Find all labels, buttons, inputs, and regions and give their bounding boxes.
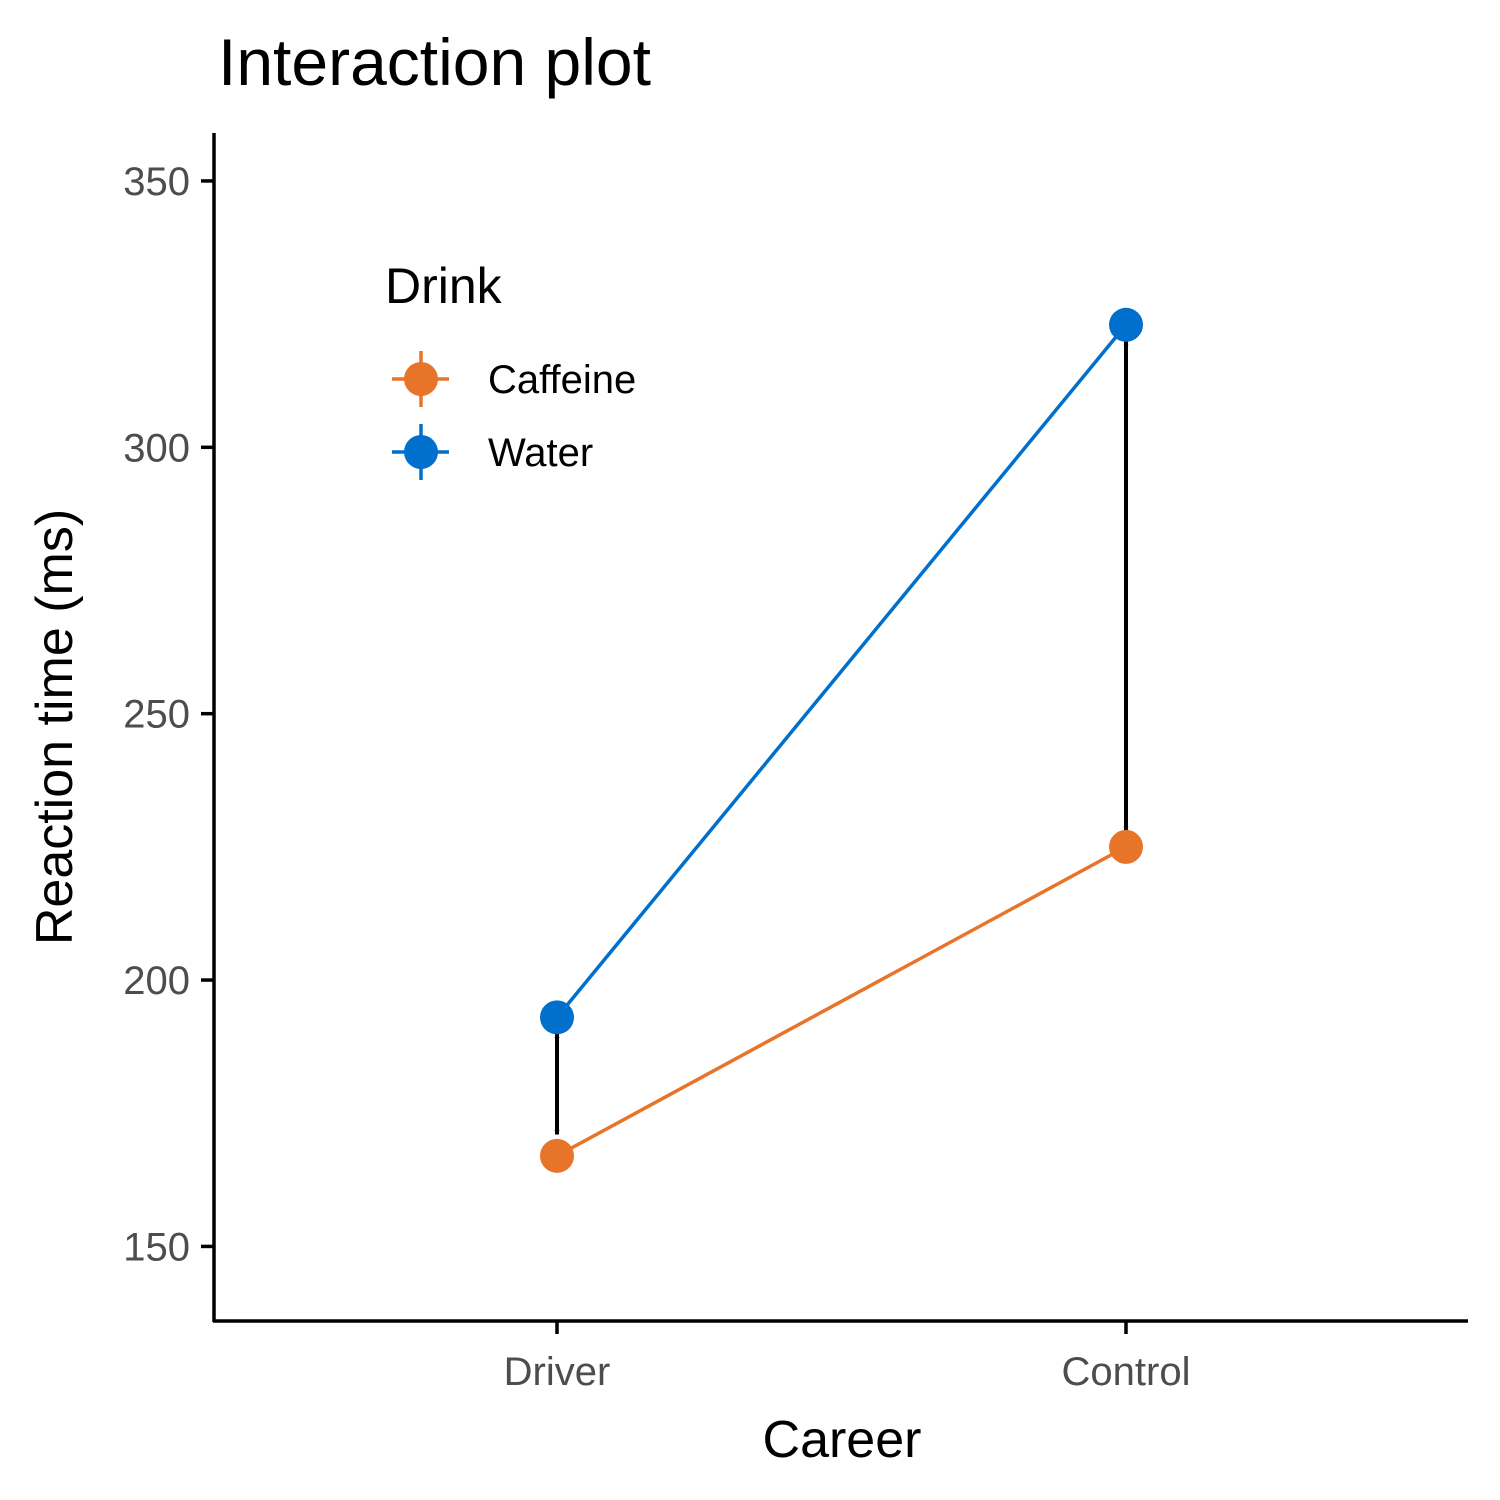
y-tick-label-250: 250 bbox=[123, 693, 190, 737]
y-tick-label-200: 200 bbox=[123, 959, 190, 1003]
y-tick-label-300: 300 bbox=[123, 426, 190, 470]
legend-title: Drink bbox=[385, 258, 503, 314]
series-line-water bbox=[555, 323, 1128, 1019]
legend-label-water: Water bbox=[488, 431, 593, 475]
legend-key-point bbox=[404, 362, 438, 396]
legend-key-caffeine bbox=[392, 351, 449, 407]
legend-key-water bbox=[392, 424, 449, 480]
x-tick-label-control: Control bbox=[1062, 1350, 1191, 1394]
series-line-caffeine bbox=[556, 845, 1127, 1158]
point-water-control bbox=[1109, 307, 1143, 342]
y-tick-label-150: 150 bbox=[123, 1225, 190, 1269]
point-caffeine-control bbox=[1109, 829, 1143, 864]
point-water-driver bbox=[540, 1000, 574, 1035]
x-axis-title: Career bbox=[763, 1411, 922, 1469]
y-axis-title: Reaction time (ms) bbox=[26, 509, 84, 945]
legend: Drink Caffeine Water bbox=[385, 258, 636, 480]
plot-area bbox=[540, 307, 1143, 1173]
y-tick-label-350: 350 bbox=[123, 160, 190, 204]
legend-label-caffeine: Caffeine bbox=[488, 358, 636, 402]
chart-title: Interaction plot bbox=[218, 25, 651, 99]
axes: 150 200 250 300 350 Driver Control bbox=[123, 133, 1468, 1394]
point-caffeine-driver bbox=[540, 1138, 574, 1173]
legend-key-point bbox=[404, 435, 438, 469]
x-tick-label-driver: Driver bbox=[504, 1350, 611, 1394]
